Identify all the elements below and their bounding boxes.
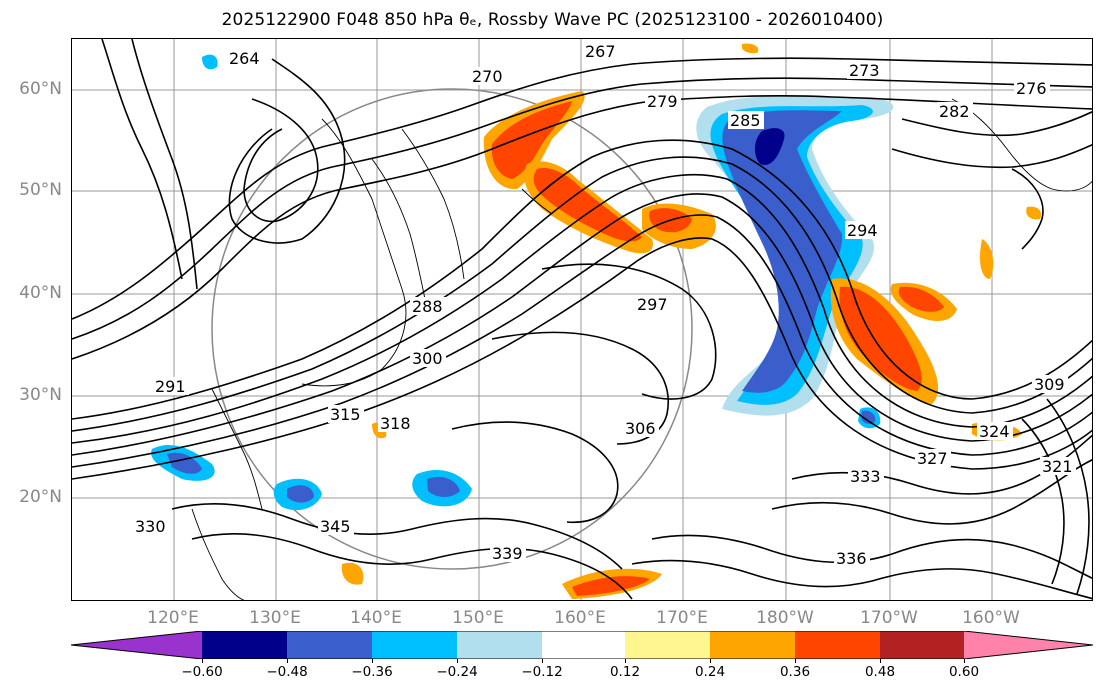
contour-label-336: 336 (836, 549, 867, 568)
contour-label-285: 285 (730, 111, 761, 130)
lat-label-30n: 30°N (19, 385, 62, 405)
contour-labels: 264 267 270 273 276 279 282 285 288 291 … (133, 42, 1076, 568)
colorbar-tickmark (795, 659, 796, 663)
lon-label-170e: 170°E (656, 608, 708, 628)
contour-label-264: 264 (229, 49, 260, 68)
contour-label-279: 279 (647, 92, 678, 111)
colorbar-tick-label: −0.24 (436, 664, 478, 680)
contour-label-270: 270 (472, 67, 503, 86)
lon-label-140e: 140°E (350, 608, 402, 628)
contour-label-282: 282 (939, 102, 970, 121)
lat-label-50n: 50°N (19, 180, 62, 200)
lon-label-160e: 160°E (554, 608, 606, 628)
colorbar-tickmark (542, 659, 543, 663)
lat-label-40n: 40°N (19, 283, 62, 303)
colorbar-segment (287, 631, 372, 659)
colorbar-tick-label: −0.60 (181, 664, 223, 680)
great-circle-ring (211, 88, 693, 570)
colorbar-tick-label: 0.48 (864, 664, 896, 680)
colorbar-segment (625, 631, 710, 659)
contour-label-315: 315 (330, 405, 361, 424)
contour-label-297: 297 (637, 295, 668, 314)
contour-label-273: 273 (849, 61, 880, 80)
colorbar-tick-label: 0.24 (694, 664, 726, 680)
colorbar-tickmark (287, 659, 288, 663)
map-panel: 264 267 270 273 276 279 282 285 288 291 … (71, 38, 1093, 601)
lon-label-130e: 130°E (249, 608, 301, 628)
colorbar-tick-label: −0.36 (351, 664, 393, 680)
contour-label-321: 321 (1042, 457, 1073, 476)
colorbar-segment (795, 631, 880, 659)
map-canvas: 264 267 270 273 276 279 282 285 288 291 … (72, 39, 1092, 600)
colorbar-tickmark (372, 659, 373, 663)
colorbar-extend-min (71, 631, 202, 659)
lat-label-60n: 60°N (19, 79, 62, 99)
lon-label-160w: 160°W (962, 608, 1020, 628)
colorbar-tick-label: −0.12 (521, 664, 563, 680)
contour-label-318: 318 (380, 414, 411, 433)
contour-label-288: 288 (412, 297, 443, 316)
colorbar-tickmark (202, 659, 203, 663)
contour-label-300: 300 (412, 349, 443, 368)
colorbar-segment (202, 631, 287, 659)
contour-label-291: 291 (155, 377, 186, 396)
contour-label-306: 306 (625, 419, 656, 438)
coastlines (191, 98, 1092, 600)
contour-label-345: 345 (320, 517, 351, 536)
contour-label-339: 339 (492, 544, 523, 563)
lon-label-150e: 150°E (452, 608, 504, 628)
lon-label-170w: 170°W (860, 608, 918, 628)
colorbar-tick-label: −0.48 (266, 664, 308, 680)
contour-label-333: 333 (850, 467, 881, 486)
colorbar-tickmark (880, 659, 881, 663)
contour-label-327: 327 (917, 449, 948, 468)
contour-label-276: 276 (1016, 79, 1047, 98)
lon-label-180w: 180°W (756, 608, 814, 628)
colorbar-tick-label: 0.60 (948, 664, 980, 680)
colorbar-segment (457, 631, 542, 659)
lat-label-20n: 20°N (19, 487, 62, 507)
colorbar-tick-label: 0.36 (779, 664, 811, 680)
contour-label-294: 294 (847, 221, 878, 240)
lon-label-120e: 120°E (147, 608, 199, 628)
colorbar-tickmark (625, 659, 626, 663)
colorbar-segment (710, 631, 795, 659)
colorbar-tickmark (964, 659, 965, 663)
colorbar-tick-label: 0.12 (609, 664, 641, 680)
colorbar-segment (542, 631, 625, 659)
contour-label-330: 330 (135, 517, 166, 536)
colorbar-segment (372, 631, 457, 659)
colorbar-tickmark (457, 659, 458, 663)
colorbar (71, 631, 1093, 659)
contour-label-267: 267 (585, 42, 616, 61)
contour-label-309: 309 (1034, 375, 1065, 394)
map-title: 2025122900 F048 850 hPa θₑ, Rossby Wave … (221, 10, 884, 30)
colorbar-segment (880, 631, 964, 659)
colorbar-extend-max (964, 631, 1093, 659)
contour-label-324: 324 (979, 422, 1010, 441)
colorbar-tickmark (710, 659, 711, 663)
